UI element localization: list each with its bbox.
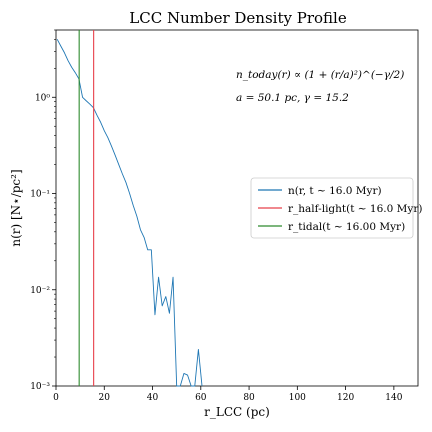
x-tick-label: 0 xyxy=(53,393,59,403)
y-tick-label: 10⁻³ xyxy=(30,382,50,392)
y-tick-label: 10⁻¹ xyxy=(30,190,50,200)
y-tick-label: 10⁻² xyxy=(30,286,50,296)
legend: n(r, t ∼ 16.0 Myr) r_half-light(t ∼ 16.0… xyxy=(250,177,422,239)
parameter-annotation: a = 50.1 pc, γ = 15.2 xyxy=(236,92,349,104)
x-axis-label: r_LCC (pc) xyxy=(204,405,270,419)
legend-label-half-light: r_half-light(t ∼ 16.0 Myr) xyxy=(288,203,422,215)
x-tick-label: 120 xyxy=(337,393,354,403)
y-axis-ticks: 10⁻³ 10⁻² 10⁻¹ 10⁰ xyxy=(30,29,56,392)
legend-box xyxy=(250,177,414,239)
series-layer xyxy=(56,30,203,387)
formula-annotation: n_today(r) ∝ (1 + (r/a)²)^(−γ/2) xyxy=(236,69,404,81)
x-tick-label: 40 xyxy=(147,393,159,403)
y-tick-label: 10⁰ xyxy=(35,93,50,103)
x-tick-label: 60 xyxy=(195,393,207,403)
x-tick-label: 20 xyxy=(99,393,111,403)
plot-frame xyxy=(55,29,419,387)
chart-title: LCC Number Density Profile xyxy=(129,9,347,27)
x-tick-label: 140 xyxy=(385,393,402,403)
y-axis-label: n(r) [N⋆/pc²] xyxy=(9,169,23,246)
series-line-density xyxy=(56,39,203,387)
x-tick-label: 80 xyxy=(243,393,255,403)
legend-label-tidal: r_tidal(t ∼ 16.00 Myr) xyxy=(288,221,405,233)
x-axis-ticks: 0 20 40 60 80 100 120 140 xyxy=(53,386,403,403)
x-tick-label: 100 xyxy=(289,393,306,403)
legend-label-density: n(r, t ∼ 16.0 Myr) xyxy=(288,185,382,197)
